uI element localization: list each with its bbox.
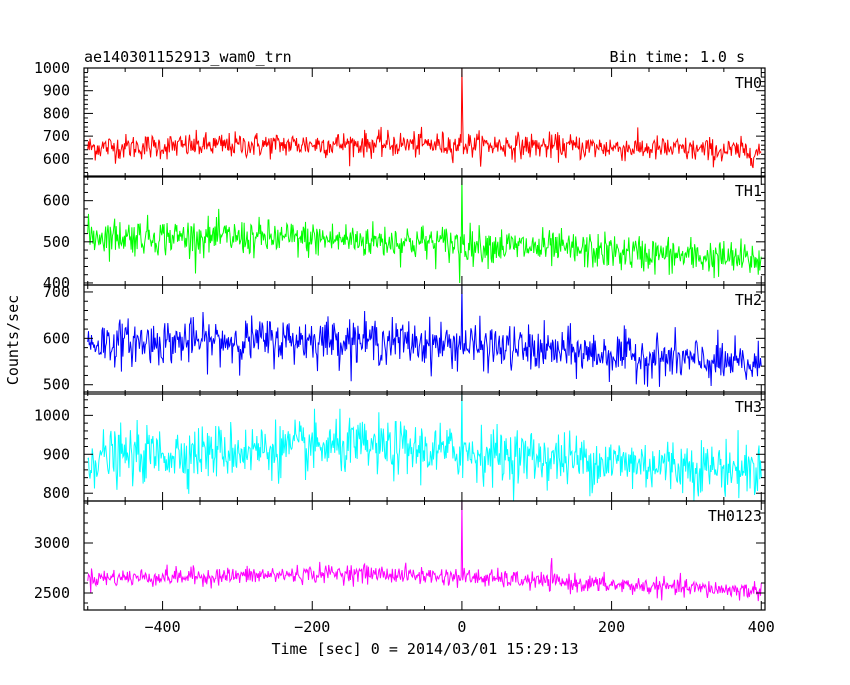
series-line-th1 [87,176,762,283]
series-line-th0 [87,68,762,169]
panel-label-th1: TH1 [735,182,762,200]
x-axis-label: Time [sec] 0 = 2014/03/01 15:29:13 [271,640,578,658]
y-tick-label: 800 [43,484,70,502]
panel-label-th0123: TH0123 [708,507,762,525]
y-tick-label: 500 [43,376,70,394]
y-axis-label: Counts/sec [4,295,22,385]
ticks-layer [84,67,765,610]
labels-layer: TH0 600 700 800 900 1000 TH1 400 500 600 TH2 500 600… [34,59,775,636]
panel-frame-th0123 [83,500,766,611]
y-tick-label: 900 [43,445,70,463]
y-tick-label: 1000 [34,59,70,77]
y-tick-label: 400 [43,274,70,292]
series-line-th3 [87,392,762,501]
x-tick-label: −400 [145,618,181,636]
y-tick-label: 600 [43,329,70,347]
panel-label-th2: TH2 [735,291,762,309]
y-tick-label: 3000 [34,534,70,552]
panel-label-th3: TH3 [735,398,762,416]
panel-label-th0: TH0 [735,74,762,92]
y-tick-label: 700 [43,127,70,145]
y-tick-label: 600 [43,192,70,210]
panel-frame-th0 [83,67,766,178]
series-line-th2 [87,285,762,387]
y-tick-label: 700 [43,283,70,301]
series-line-th0123 [87,501,762,602]
bin-time-label: Bin time: 1.0 s [610,48,745,66]
y-tick-label: 2500 [34,584,70,602]
curves-layer [87,68,762,602]
panel-frame-th1 [83,175,766,286]
y-tick-label: 600 [43,150,70,168]
x-tick-label: 200 [598,618,625,636]
y-tick-label: 1000 [34,406,70,424]
y-tick-label: 900 [43,82,70,100]
x-tick-label: 400 [748,618,775,636]
y-tick-label: 500 [43,233,70,251]
x-tick-label: −200 [294,618,330,636]
y-tick-label: 800 [43,104,70,122]
x-tick-label: 0 [457,618,466,636]
plot-title: ae140301152913_wam0_trn [84,48,292,66]
